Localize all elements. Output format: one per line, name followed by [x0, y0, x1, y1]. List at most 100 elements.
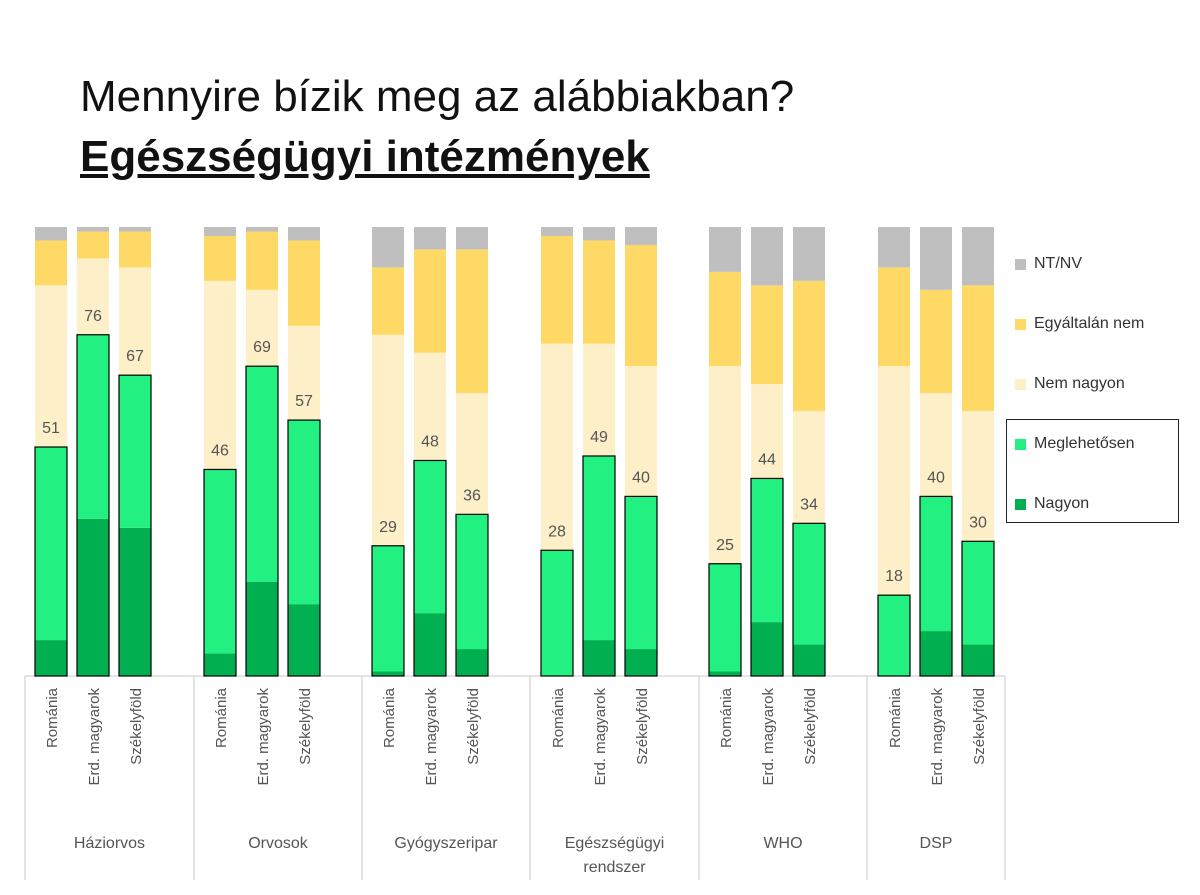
bar-egyaltalan-nem-g4-b1	[751, 285, 783, 385]
bar-meglehetosen-g3-b2	[625, 496, 657, 650]
bar-nagyon-g5-b2	[962, 644, 994, 676]
group-label-1: Orvosok	[248, 835, 309, 852]
data-label-g4-b0: 25	[716, 537, 734, 554]
chart-title: Mennyire bízik meg az alábbiakban?	[80, 72, 795, 121]
bar-egyaltalan-nem-g0-b0	[35, 240, 67, 286]
trust-outline-g0-b2	[118, 374, 152, 677]
bar-nem-nagyon-g1-b0	[204, 280, 236, 470]
bar-egyaltalan-nem-g2-b2	[456, 249, 488, 394]
bar-nem-nagyon-g5-b1	[920, 393, 952, 497]
bar-nagyon-g0-b0	[35, 640, 67, 676]
tick-label-g4-b2: Székelyföld	[802, 688, 819, 765]
group-label-2: Gyógyszeripar	[394, 835, 498, 852]
bar-nt-nv-g5-b0	[878, 227, 910, 268]
bar-egyaltalan-nem-g1-b2	[288, 240, 320, 326]
bar-nem-nagyon-g4-b1	[751, 384, 783, 479]
data-label-g5-b0: 18	[885, 568, 903, 585]
group-label-4: WHO	[763, 835, 802, 852]
bar-nagyon-g1-b0	[204, 653, 236, 676]
data-label-g2-b0: 29	[379, 519, 397, 536]
trust-outline-g2-b1	[413, 459, 447, 677]
data-label-g2-b1: 48	[421, 433, 439, 450]
data-label-g0-b2: 67	[126, 348, 144, 365]
tick-label-g3-b2: Székelyföld	[634, 688, 651, 765]
legend-item-1: Egyáltalán nem	[1015, 312, 1144, 336]
data-label-g1-b0: 46	[211, 442, 229, 459]
bar-nagyon-g4-b2	[793, 644, 825, 676]
trust-outline-g5-b2	[961, 540, 995, 677]
bar-nem-nagyon-g1-b2	[288, 325, 320, 421]
group-label-3-line0: Egészségügyi	[565, 835, 665, 852]
bar-meglehetosen-g0-b1	[77, 334, 109, 519]
bar-nt-nv-g2-b1	[414, 227, 446, 250]
trust-outline-g4-b1	[750, 477, 784, 677]
bar-nt-nv-g2-b0	[372, 227, 404, 268]
bar-nt-nv-g4-b1	[751, 227, 783, 286]
bar-nem-nagyon-g4-b0	[709, 366, 741, 564]
bar-nagyon-g1-b2	[288, 604, 320, 676]
tick-label-g5-b2: Székelyföld	[971, 688, 988, 765]
bar-egyaltalan-nem-g3-b0	[541, 235, 573, 344]
group-label-3-line1: rendszer	[583, 859, 646, 876]
bar-meglehetosen-g1-b0	[204, 469, 236, 654]
bar-egyaltalan-nem-g5-b1	[920, 289, 952, 394]
legend-swatch-4	[1015, 498, 1026, 510]
tick-label-g0-b2: Székelyföld	[128, 688, 145, 765]
data-label-g2-b2: 36	[463, 487, 481, 504]
bar-nt-nv-g1-b0	[204, 227, 236, 236]
tick-label-g1-b2: Székelyföld	[297, 688, 314, 765]
trust-outline-g0-b0	[34, 446, 68, 677]
legend-item-4: Nagyon	[1015, 492, 1089, 516]
trust-outline-g2-b2	[455, 513, 489, 677]
bar-egyaltalan-nem-g3-b1	[583, 240, 615, 344]
tick-label-g0-b0: Románia	[44, 687, 61, 748]
trust-outline-g1-b2	[287, 419, 321, 677]
bar-meglehetosen-g0-b0	[35, 447, 67, 641]
chart-subtitle: Egészségügyi intézmények	[80, 132, 650, 181]
bar-nagyon-g5-b1	[920, 631, 952, 676]
bar-egyaltalan-nem-g5-b2	[962, 285, 994, 412]
data-label-g3-b0: 28	[548, 523, 566, 540]
data-label-g5-b2: 30	[969, 514, 987, 531]
bar-meglehetosen-g2-b2	[456, 514, 488, 650]
trust-outline-g3-b1	[582, 455, 616, 677]
data-label-g4-b2: 34	[800, 496, 818, 513]
bar-meglehetosen-g5-b0	[878, 595, 910, 676]
legend-item-3: Meglehetősen	[1015, 432, 1135, 456]
tick-label-g5-b1: Erd. magyarok	[929, 688, 946, 786]
legend-label-4: Nagyon	[1034, 495, 1090, 512]
bar-nem-nagyon-g0-b2	[119, 267, 151, 376]
trust-outline-g1-b1	[245, 365, 279, 677]
bar-egyaltalan-nem-g2-b1	[414, 249, 446, 353]
bar-meglehetosen-g2-b0	[372, 545, 404, 672]
data-label-g1-b1: 69	[253, 339, 271, 356]
bar-meglehetosen-g4-b1	[751, 478, 783, 623]
bar-meglehetosen-g0-b2	[119, 375, 151, 528]
legend-label-2: Nem nagyon	[1034, 375, 1125, 392]
bar-egyaltalan-nem-g1-b0	[204, 235, 236, 281]
bar-egyaltalan-nem-g0-b1	[77, 231, 109, 259]
bar-nem-nagyon-g3-b2	[625, 366, 657, 497]
legend-label-1: Egyáltalán nem	[1034, 315, 1145, 332]
bar-meglehetosen-g3-b1	[583, 455, 615, 641]
legend-item-2: Nem nagyon	[1015, 372, 1125, 396]
group-label-5: DSP	[920, 835, 953, 852]
legend-swatch-2	[1015, 378, 1026, 390]
bar-meglehetosen-g5-b1	[920, 496, 952, 632]
legend-swatch-3	[1015, 438, 1026, 450]
bar-meglehetosen-g5-b2	[962, 541, 994, 645]
tick-label-g0-b1: Erd. magyarok	[86, 688, 103, 786]
data-label-g4-b1: 44	[758, 451, 776, 468]
data-label-g0-b1: 76	[84, 308, 102, 325]
bar-nt-nv-g4-b2	[793, 227, 825, 281]
data-label-g3-b1: 49	[590, 429, 608, 446]
bar-nem-nagyon-g5-b0	[878, 366, 910, 596]
bar-nt-nv-g1-b2	[288, 227, 320, 241]
bar-nagyon-g4-b1	[751, 622, 783, 676]
legend-highlight-box	[1006, 419, 1179, 523]
bar-egyaltalan-nem-g2-b0	[372, 267, 404, 335]
bar-nagyon-g2-b0	[372, 671, 404, 676]
bar-nt-nv-g0-b2	[119, 227, 151, 232]
bar-nem-nagyon-g1-b1	[246, 289, 278, 367]
